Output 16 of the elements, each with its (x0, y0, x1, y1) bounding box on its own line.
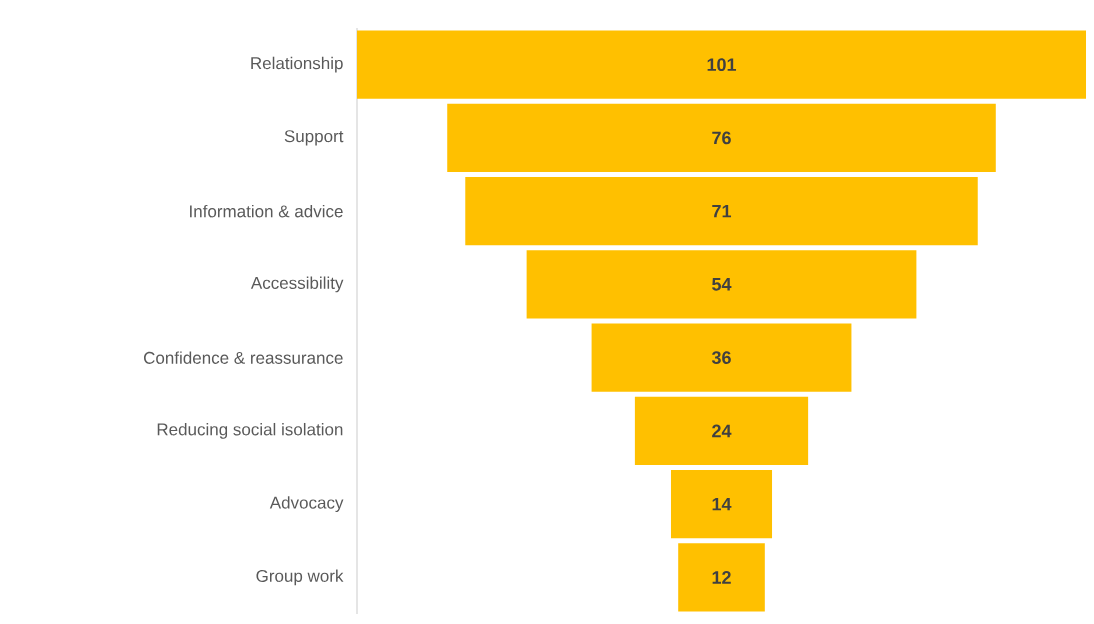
category-label: Confidence & reassurance (143, 351, 343, 364)
data-label: 101 (707, 58, 737, 71)
category-label: Information & advice (190, 204, 343, 218)
category-label: Accessibility (250, 276, 344, 293)
category-label: Relationship (251, 56, 343, 73)
category-label: Reducing social isolation (157, 422, 343, 439)
data-label: 12 (712, 571, 731, 584)
data-label: 71 (712, 204, 732, 218)
category-label: Support (284, 130, 344, 146)
data-label: 24 (712, 424, 732, 438)
category-label: Advocacy (269, 496, 344, 513)
data-label: 36 (711, 351, 731, 365)
category-label: Group work (256, 569, 344, 586)
data-label: 54 (712, 278, 732, 291)
data-label: 76 (712, 131, 731, 145)
data-label: 14 (712, 497, 732, 511)
